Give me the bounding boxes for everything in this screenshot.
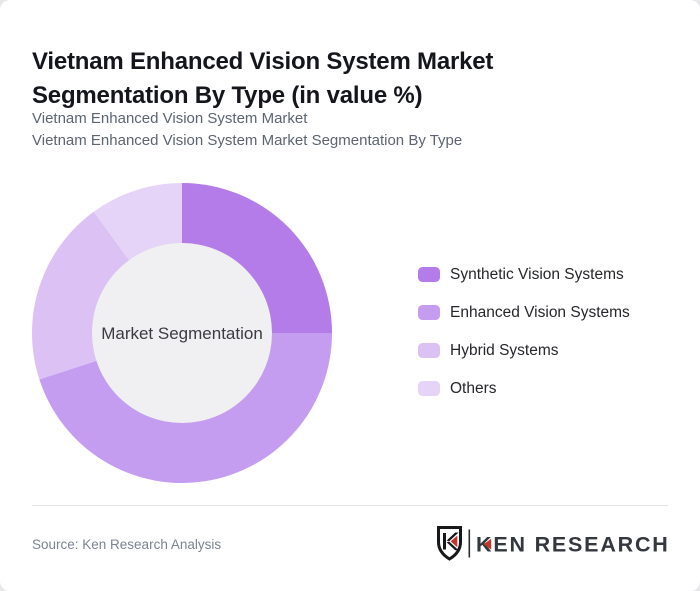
- brand-k-red-arrow-icon: [483, 538, 492, 550]
- legend-label: Enhanced Vision Systems: [450, 304, 630, 321]
- legend-swatch: [418, 343, 440, 358]
- page-title: Vietnam Enhanced Vision System Market Se…: [32, 48, 494, 110]
- footer-divider: [32, 505, 668, 506]
- chart-legend: Synthetic Vision Systems Enhanced Vision…: [418, 265, 630, 417]
- chart-subtitle: Vietnam Enhanced Vision System Market Vi…: [32, 108, 632, 151]
- legend-item[interactable]: Enhanced Vision Systems: [418, 303, 630, 322]
- legend-label: Hybrid Systems: [450, 342, 559, 359]
- legend-swatch: [418, 381, 440, 396]
- shield-k-icon: [437, 526, 462, 561]
- chart-center-label: Market Segmentation: [101, 324, 263, 343]
- legend-swatch: [418, 305, 440, 320]
- subtitle-line-2: Vietnam Enhanced Vision System Market Se…: [32, 131, 463, 149]
- shield-red-arrow-icon: [450, 535, 458, 548]
- ken-research-logo: KEN RESEARCH K: [436, 524, 668, 564]
- legend-label: Synthetic Vision Systems: [450, 266, 624, 283]
- legend-swatch: [418, 267, 440, 282]
- donut-center: [92, 243, 272, 423]
- logo-divider: [468, 529, 471, 558]
- source-text: Source: Ken Research Analysis: [32, 537, 222, 552]
- legend-item[interactable]: Others: [418, 379, 630, 398]
- donut-chart: Market Segmentation: [32, 183, 332, 483]
- logo-brand-text: KEN RESEARCH: [476, 533, 668, 557]
- legend-item[interactable]: Hybrid Systems: [418, 341, 630, 360]
- subtitle-line-1: Vietnam Enhanced Vision System Market: [32, 110, 308, 127]
- legend-item[interactable]: Synthetic Vision Systems: [418, 265, 630, 284]
- legend-label: Others: [450, 380, 497, 397]
